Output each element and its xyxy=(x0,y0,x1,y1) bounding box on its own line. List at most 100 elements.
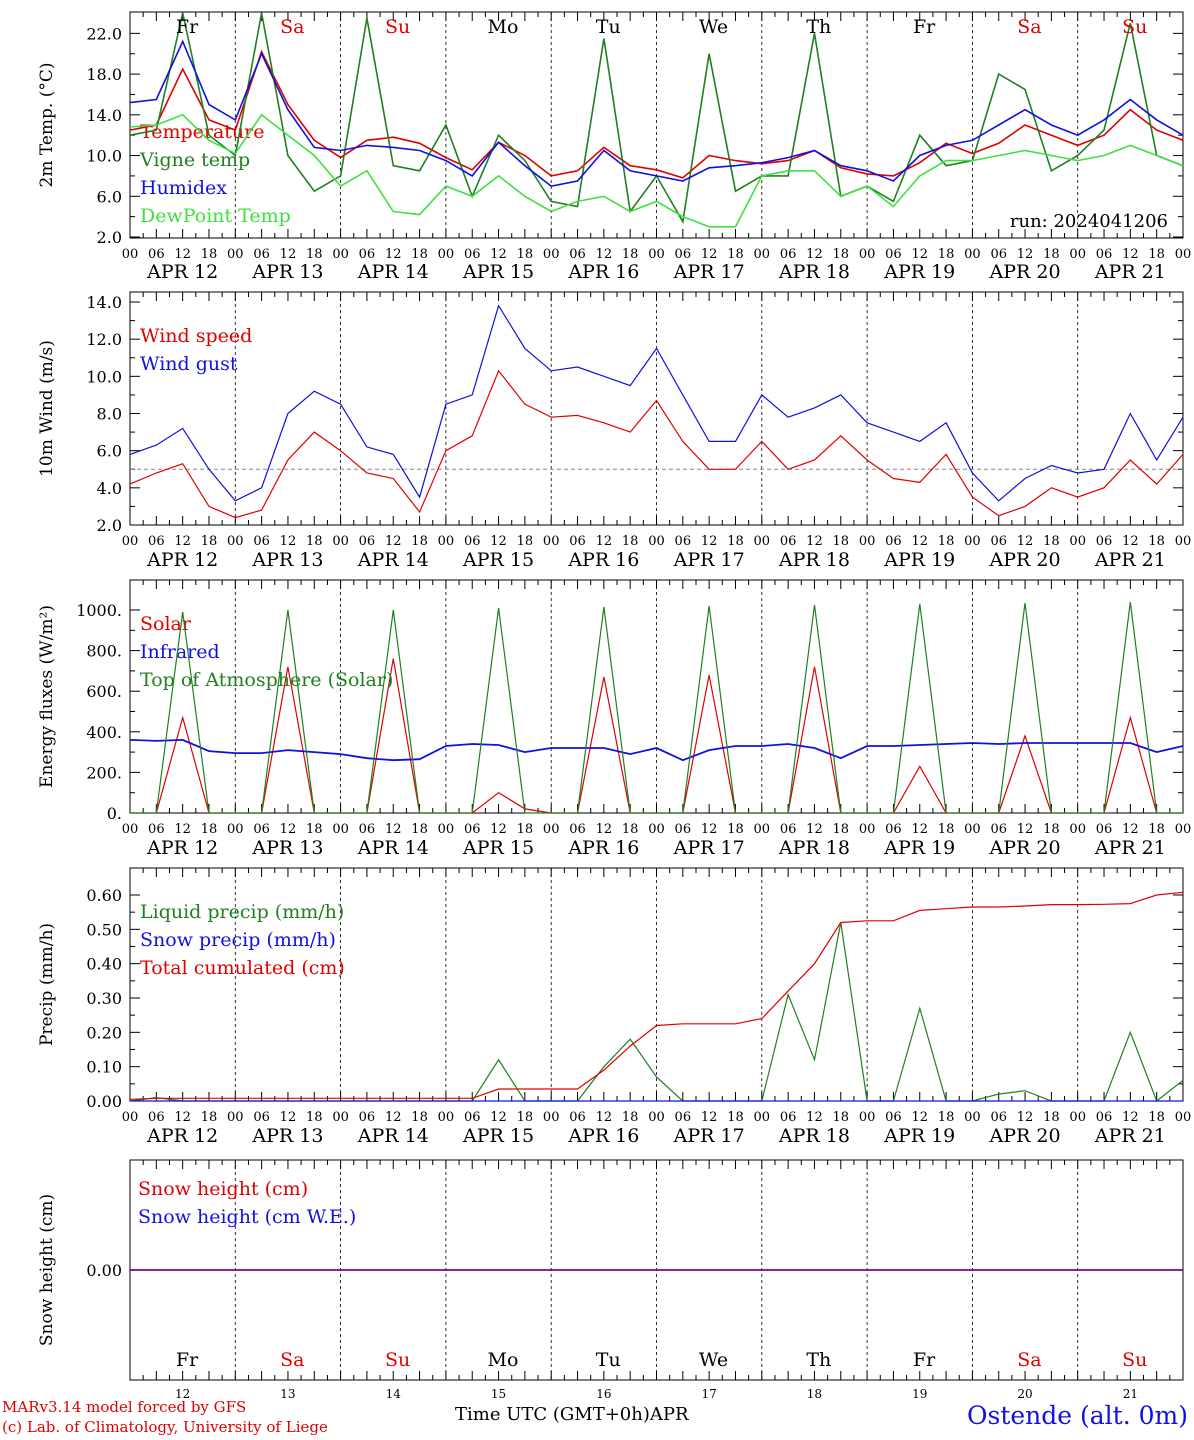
x-date-label: APR 21 xyxy=(1094,261,1166,283)
x-hour-label: 00 xyxy=(1175,247,1192,262)
x-hour-label: 12 xyxy=(280,534,297,549)
x-date-label: APR 20 xyxy=(989,837,1061,859)
day-name-top: Th xyxy=(806,16,831,38)
x-hour-label: 06 xyxy=(1096,247,1113,262)
legend-entry: Wind speed xyxy=(140,325,252,347)
y-tick-label: 0.00 xyxy=(86,1261,122,1280)
y-tick-label: 400. xyxy=(86,723,122,742)
x-hour-label: 00 xyxy=(227,247,244,262)
x-hour-label: 12 xyxy=(174,247,191,262)
x-date-label: APR 20 xyxy=(989,1125,1061,1147)
x-hour-label: 18 xyxy=(938,534,955,549)
y-tick-label: 1000. xyxy=(76,601,122,620)
day-name-top: Tu xyxy=(596,16,621,38)
day-name-bottom: We xyxy=(699,1349,728,1371)
x-date-label: APR 12 xyxy=(146,1125,218,1147)
x-hour-label: 18 xyxy=(622,822,639,837)
x-hour-label: 12 xyxy=(174,822,191,837)
series-line-humidex xyxy=(129,39,1184,187)
x-hour-label: 12 xyxy=(490,534,507,549)
x-date-label: APR 14 xyxy=(357,837,429,859)
x-hour-label: 06 xyxy=(675,247,692,262)
x-date-label: APR 15 xyxy=(462,261,534,283)
day-name-top: Su xyxy=(1122,16,1147,38)
x-hour-label: 00 xyxy=(964,1110,981,1125)
x-hour-label: 06 xyxy=(1096,534,1113,549)
day-name-top: Fr xyxy=(913,16,936,38)
x-hour-label: 06 xyxy=(569,247,586,262)
x-hour-label: 18 xyxy=(622,1110,639,1125)
series-line-wind-speed xyxy=(129,369,1184,519)
legend-entry: Total cumulated (cm) xyxy=(140,957,345,979)
x-hour-label: 00 xyxy=(332,1110,349,1125)
x-date-label: APR 14 xyxy=(357,549,429,571)
day-name-top: Sa xyxy=(1017,16,1041,38)
bottom-day-number: 18 xyxy=(807,1387,822,1401)
x-hour-label: 18 xyxy=(1043,822,1060,837)
x-hour-label: 12 xyxy=(385,247,402,262)
x-hour-label: 06 xyxy=(675,534,692,549)
x-date-label: APR 21 xyxy=(1094,837,1166,859)
bottom-day-number: 14 xyxy=(386,1387,402,1401)
x-hour-label: 00 xyxy=(122,822,139,837)
x-hour-label: 00 xyxy=(1069,1110,1086,1125)
legend-entry: DewPoint Temp xyxy=(140,205,291,227)
x-hour-label: 18 xyxy=(833,822,850,837)
x-hour-label: 18 xyxy=(517,822,534,837)
bottom-day-number: 12 xyxy=(175,1387,190,1401)
series-line-dewpoint-temp xyxy=(129,113,1184,228)
x-hour-label: 00 xyxy=(1175,1110,1192,1125)
y-axis-title: 10m Wind (m/s) xyxy=(37,340,57,477)
x-date-label: APR 17 xyxy=(673,1125,745,1147)
day-name-bottom: Sa xyxy=(1017,1349,1041,1371)
x-hour-label: 00 xyxy=(754,534,771,549)
x-date-label: APR 12 xyxy=(146,549,218,571)
x-hour-label: 18 xyxy=(517,534,534,549)
x-hour-label: 18 xyxy=(622,534,639,549)
y-axis-title: Precip (mm/h) xyxy=(37,923,57,1046)
x-hour-label: 12 xyxy=(385,1110,402,1125)
y-tick-label: 0.00 xyxy=(86,1092,122,1111)
legend-entry: Solar xyxy=(140,613,192,635)
x-hour-label: 12 xyxy=(596,534,613,549)
x-hour-label: 00 xyxy=(332,534,349,549)
x-hour-label: 12 xyxy=(174,1110,191,1125)
y-axis-title: Energy fluxes (W/m²) xyxy=(37,605,57,788)
x-hour-label: 06 xyxy=(359,534,376,549)
series-line-top-of-atmosphere-solar- xyxy=(130,601,1183,814)
x-hour-label: 06 xyxy=(780,822,797,837)
x-hour-label: 06 xyxy=(885,1110,902,1125)
x-date-label: APR 20 xyxy=(989,261,1061,283)
x-date-label: APR 13 xyxy=(251,549,323,571)
day-name-top: We xyxy=(699,16,728,38)
x-date-label: APR 15 xyxy=(462,549,534,571)
x-hour-label: 00 xyxy=(648,247,665,262)
x-hour-label: 12 xyxy=(701,1110,718,1125)
legend-entry: Temperature xyxy=(140,121,264,143)
y-tick-label: 10.0 xyxy=(86,147,122,166)
day-name-bottom: Fr xyxy=(913,1349,936,1371)
legend-entry: Snow height (cm) xyxy=(138,1178,308,1200)
day-name-top: Sa xyxy=(280,16,304,38)
x-hour-label: 18 xyxy=(622,247,639,262)
x-date-label: APR 19 xyxy=(883,1125,955,1147)
x-hour-label: 12 xyxy=(701,822,718,837)
x-hour-label: 00 xyxy=(964,534,981,549)
x-hour-label: 06 xyxy=(885,534,902,549)
x-hour-label: 06 xyxy=(885,822,902,837)
x-hour-label: 18 xyxy=(306,534,323,549)
x-hour-label: 12 xyxy=(1017,1110,1034,1125)
x-hour-label: 00 xyxy=(859,1110,876,1125)
x-date-label: APR 13 xyxy=(251,837,323,859)
x-date-label: APR 19 xyxy=(883,837,955,859)
x-hour-label: 00 xyxy=(227,822,244,837)
y-tick-label: 22.0 xyxy=(86,24,122,43)
y-tick-label: 0.10 xyxy=(86,1058,122,1077)
x-hour-label: 12 xyxy=(806,247,823,262)
x-date-label: APR 18 xyxy=(778,261,850,283)
x-hour-label: 12 xyxy=(596,822,613,837)
day-name-top: Mo xyxy=(487,16,518,38)
y-tick-label: 14.0 xyxy=(86,106,122,125)
x-date-label: APR 15 xyxy=(462,1125,534,1147)
